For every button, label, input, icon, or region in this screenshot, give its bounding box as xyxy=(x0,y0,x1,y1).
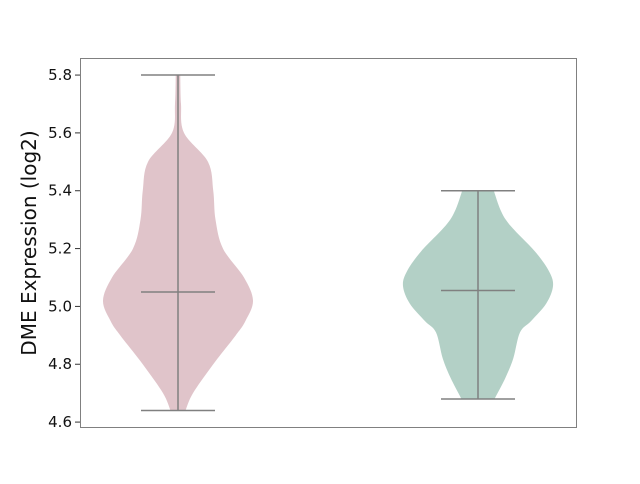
y-tick-label: 5.6 xyxy=(48,124,72,142)
plot-frame xyxy=(80,58,577,428)
y-tick-label: 5.8 xyxy=(48,66,72,84)
y-tick-label: 5.4 xyxy=(48,182,72,200)
y-tick-label: 5.2 xyxy=(48,240,72,258)
y-tick-label: 4.8 xyxy=(48,355,72,373)
y-axis: 4.6 4.8 5.0 5.2 5.4 5.6 5.8 xyxy=(48,66,80,431)
violin-2 xyxy=(402,189,554,400)
violin-1 xyxy=(102,74,254,412)
y-axis-label: DME Expression (log2) xyxy=(17,130,41,355)
violins xyxy=(102,74,554,412)
y-tick-label: 5.0 xyxy=(48,297,72,315)
y-tick-label: 4.6 xyxy=(48,413,72,431)
